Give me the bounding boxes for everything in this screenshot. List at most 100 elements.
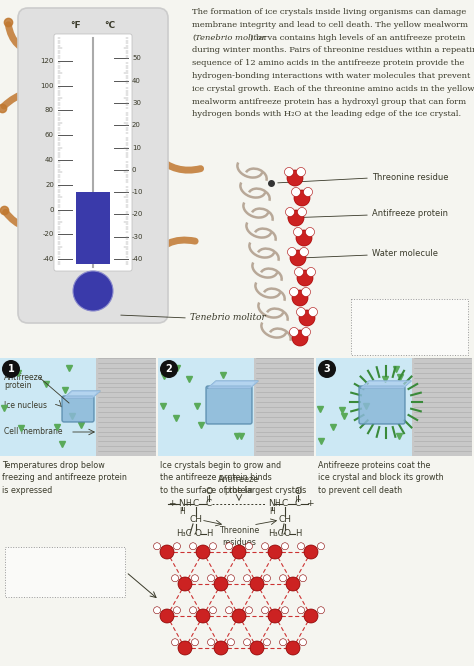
Polygon shape	[208, 381, 258, 388]
Text: -10: -10	[132, 189, 144, 195]
Circle shape	[160, 360, 178, 378]
Text: ice crystal growth. Each of the threonine amino acids in the yellow: ice crystal growth. Each of the threonin…	[192, 85, 474, 93]
Circle shape	[246, 607, 253, 614]
FancyBboxPatch shape	[351, 299, 468, 355]
Text: mealworm antifreeze protein has a hydroxyl group that can form: mealworm antifreeze protein has a hydrox…	[192, 98, 466, 106]
Text: H₃C: H₃C	[268, 529, 284, 539]
Circle shape	[173, 607, 181, 614]
Bar	[0, 358, 96, 456]
Circle shape	[160, 545, 174, 559]
Circle shape	[214, 577, 228, 591]
Text: 3: 3	[324, 364, 330, 374]
Circle shape	[73, 271, 113, 311]
Circle shape	[303, 188, 312, 196]
Circle shape	[196, 609, 210, 623]
Text: CH: CH	[279, 515, 292, 525]
Text: N: N	[269, 500, 275, 509]
Circle shape	[280, 575, 287, 581]
Bar	[76, 192, 110, 264]
Circle shape	[318, 543, 325, 549]
Circle shape	[301, 288, 310, 296]
Circle shape	[299, 310, 315, 326]
Circle shape	[297, 168, 306, 176]
FancyBboxPatch shape	[18, 8, 168, 323]
Text: 60: 60	[45, 132, 54, 138]
Text: Tenebrio molitor: Tenebrio molitor	[195, 33, 266, 41]
Text: 10: 10	[132, 145, 141, 151]
Bar	[96, 358, 156, 456]
Text: O: O	[194, 529, 201, 539]
Circle shape	[287, 170, 303, 186]
Bar	[412, 358, 472, 456]
Circle shape	[154, 607, 161, 614]
Circle shape	[210, 607, 217, 614]
Circle shape	[282, 607, 289, 614]
Text: H: H	[295, 529, 301, 539]
Text: -20: -20	[43, 231, 54, 237]
Circle shape	[268, 545, 282, 559]
Circle shape	[294, 268, 303, 276]
Text: 100: 100	[40, 83, 54, 89]
Circle shape	[178, 641, 192, 655]
FancyBboxPatch shape	[206, 386, 252, 424]
Circle shape	[191, 639, 199, 646]
Polygon shape	[64, 391, 100, 398]
Circle shape	[226, 543, 233, 549]
Text: C: C	[206, 500, 212, 509]
Circle shape	[293, 228, 302, 236]
Circle shape	[244, 639, 251, 646]
Text: 80: 80	[45, 107, 54, 113]
Circle shape	[250, 641, 264, 655]
Circle shape	[300, 639, 307, 646]
Circle shape	[290, 250, 306, 266]
Text: Ice nucleus: Ice nucleus	[4, 400, 47, 410]
Circle shape	[298, 543, 304, 549]
Text: 0: 0	[132, 167, 137, 173]
Text: hydrogen bonds with H₂O at the leading edge of the ice crystal.: hydrogen bonds with H₂O at the leading e…	[192, 111, 461, 119]
Circle shape	[210, 543, 217, 549]
Circle shape	[244, 575, 251, 581]
Text: H: H	[274, 500, 280, 509]
Circle shape	[318, 360, 336, 378]
Text: 1: 1	[8, 364, 14, 374]
Circle shape	[154, 543, 161, 549]
Circle shape	[292, 290, 308, 306]
Text: during winter months. Pairs of threonine residues within a repeating: during winter months. Pairs of threonine…	[192, 47, 474, 55]
Text: sequence of 12 amino acids in the antifreeze protein provide the: sequence of 12 amino acids in the antifr…	[192, 59, 465, 67]
Circle shape	[246, 543, 253, 549]
Text: +: +	[306, 500, 314, 509]
Text: Cell membrane: Cell membrane	[4, 428, 63, 436]
Circle shape	[178, 577, 192, 591]
Circle shape	[264, 575, 271, 581]
Text: O: O	[283, 529, 291, 539]
Circle shape	[172, 639, 179, 646]
Text: CH: CH	[190, 515, 202, 525]
Text: Threonine residues from
the antifreeze protein
block interactions between
water : Threonine residues from the antifreeze p…	[356, 304, 460, 350]
Text: Ice crystals begin to grow and
the antifreeze protein binds
to the surface of th: Ice crystals begin to grow and the antif…	[160, 461, 306, 495]
Text: H: H	[269, 507, 275, 517]
FancyBboxPatch shape	[62, 396, 94, 422]
Circle shape	[304, 545, 318, 559]
Text: O: O	[206, 488, 212, 496]
Text: 30: 30	[132, 100, 141, 106]
Circle shape	[232, 545, 246, 559]
Circle shape	[214, 641, 228, 655]
Circle shape	[208, 575, 215, 581]
Circle shape	[288, 210, 304, 226]
Text: H: H	[185, 500, 191, 509]
Text: C: C	[193, 500, 199, 509]
Circle shape	[297, 270, 313, 286]
Circle shape	[280, 639, 287, 646]
Text: Antifreeze proteins coat the
ice crystal and block its growth
to prevent cell de: Antifreeze proteins coat the ice crystal…	[318, 461, 444, 495]
Circle shape	[282, 543, 289, 549]
Text: H: H	[179, 507, 185, 517]
Circle shape	[296, 230, 312, 246]
Circle shape	[300, 575, 307, 581]
Circle shape	[306, 228, 315, 236]
Text: protein: protein	[4, 381, 31, 390]
Text: The formation of ice crystals inside living organisms can damage: The formation of ice crystals inside liv…	[192, 8, 466, 16]
FancyArrowPatch shape	[4, 91, 53, 106]
Circle shape	[2, 360, 20, 378]
Text: °F: °F	[71, 21, 82, 30]
Circle shape	[290, 288, 299, 296]
